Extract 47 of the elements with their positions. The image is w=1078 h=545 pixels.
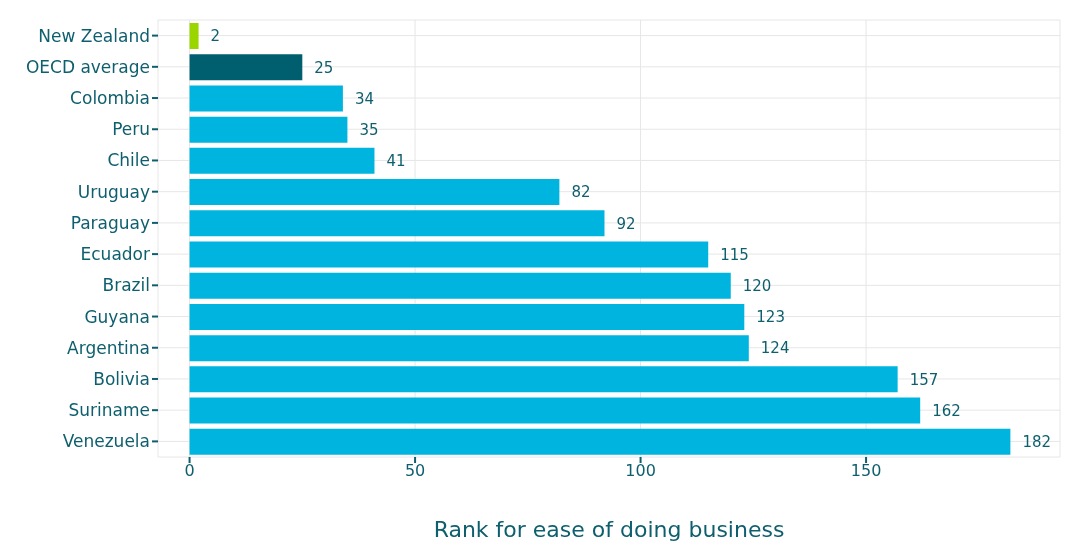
bar — [189, 428, 1011, 455]
bar — [189, 272, 731, 299]
y-tick-label: Uruguay — [77, 181, 150, 202]
bar — [189, 241, 709, 268]
bar — [189, 23, 199, 49]
y-tick-label: OECD average — [25, 56, 150, 77]
data-label: 182 — [1022, 433, 1052, 452]
x-tick-label: 100 — [625, 461, 656, 481]
bar — [189, 179, 560, 206]
data-label: 157 — [909, 370, 939, 389]
x-axis-title: Rank for ease of doing business — [433, 517, 785, 542]
data-label: 2 — [210, 27, 221, 46]
bar — [189, 116, 348, 143]
bar — [189, 147, 375, 174]
bar — [189, 335, 749, 362]
data-label: 82 — [571, 183, 591, 202]
bar — [189, 397, 921, 424]
y-tick-label: Suriname — [68, 400, 150, 421]
y-tick-label: Colombia — [70, 88, 150, 109]
x-tick-label: 0 — [184, 461, 195, 481]
y-tick-label: Guyana — [84, 306, 150, 327]
y-tick-label: Bolivia — [93, 369, 150, 389]
bar — [189, 85, 343, 112]
bar — [189, 210, 605, 237]
data-label: 25 — [314, 58, 334, 77]
data-label: 34 — [354, 89, 374, 108]
x-tick-label: 150 — [850, 461, 882, 481]
y-tick-label: Ecuador — [80, 244, 150, 265]
data-label: 115 — [720, 245, 749, 264]
y-tick-label: Peru — [112, 119, 150, 140]
data-label: 120 — [742, 277, 772, 296]
y-tick-label: Argentina — [67, 337, 150, 358]
y-tick-label: Venezuela — [62, 431, 150, 452]
bar — [189, 54, 303, 81]
y-tick-label: Brazil — [102, 275, 150, 296]
data-label: 41 — [386, 152, 406, 171]
y-tick-label: New Zealand — [38, 25, 150, 46]
data-label: 162 — [932, 401, 961, 420]
bar — [189, 303, 745, 330]
y-tick-label: Chile — [107, 150, 150, 171]
data-label: 35 — [359, 120, 379, 139]
data-label: 123 — [756, 308, 785, 327]
y-tick-label: Paraguay — [70, 212, 150, 233]
bar — [189, 366, 898, 393]
x-tick-label: 50 — [404, 461, 426, 481]
data-label: 124 — [760, 339, 790, 358]
data-label: 92 — [616, 214, 636, 233]
